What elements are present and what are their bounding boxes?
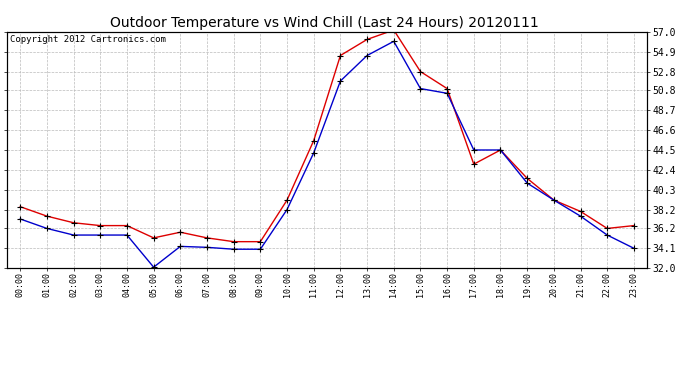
Text: Outdoor Temperature vs Wind Chill (Last 24 Hours) 20120111: Outdoor Temperature vs Wind Chill (Last … [110,16,539,30]
Text: Copyright 2012 Cartronics.com: Copyright 2012 Cartronics.com [10,35,166,44]
